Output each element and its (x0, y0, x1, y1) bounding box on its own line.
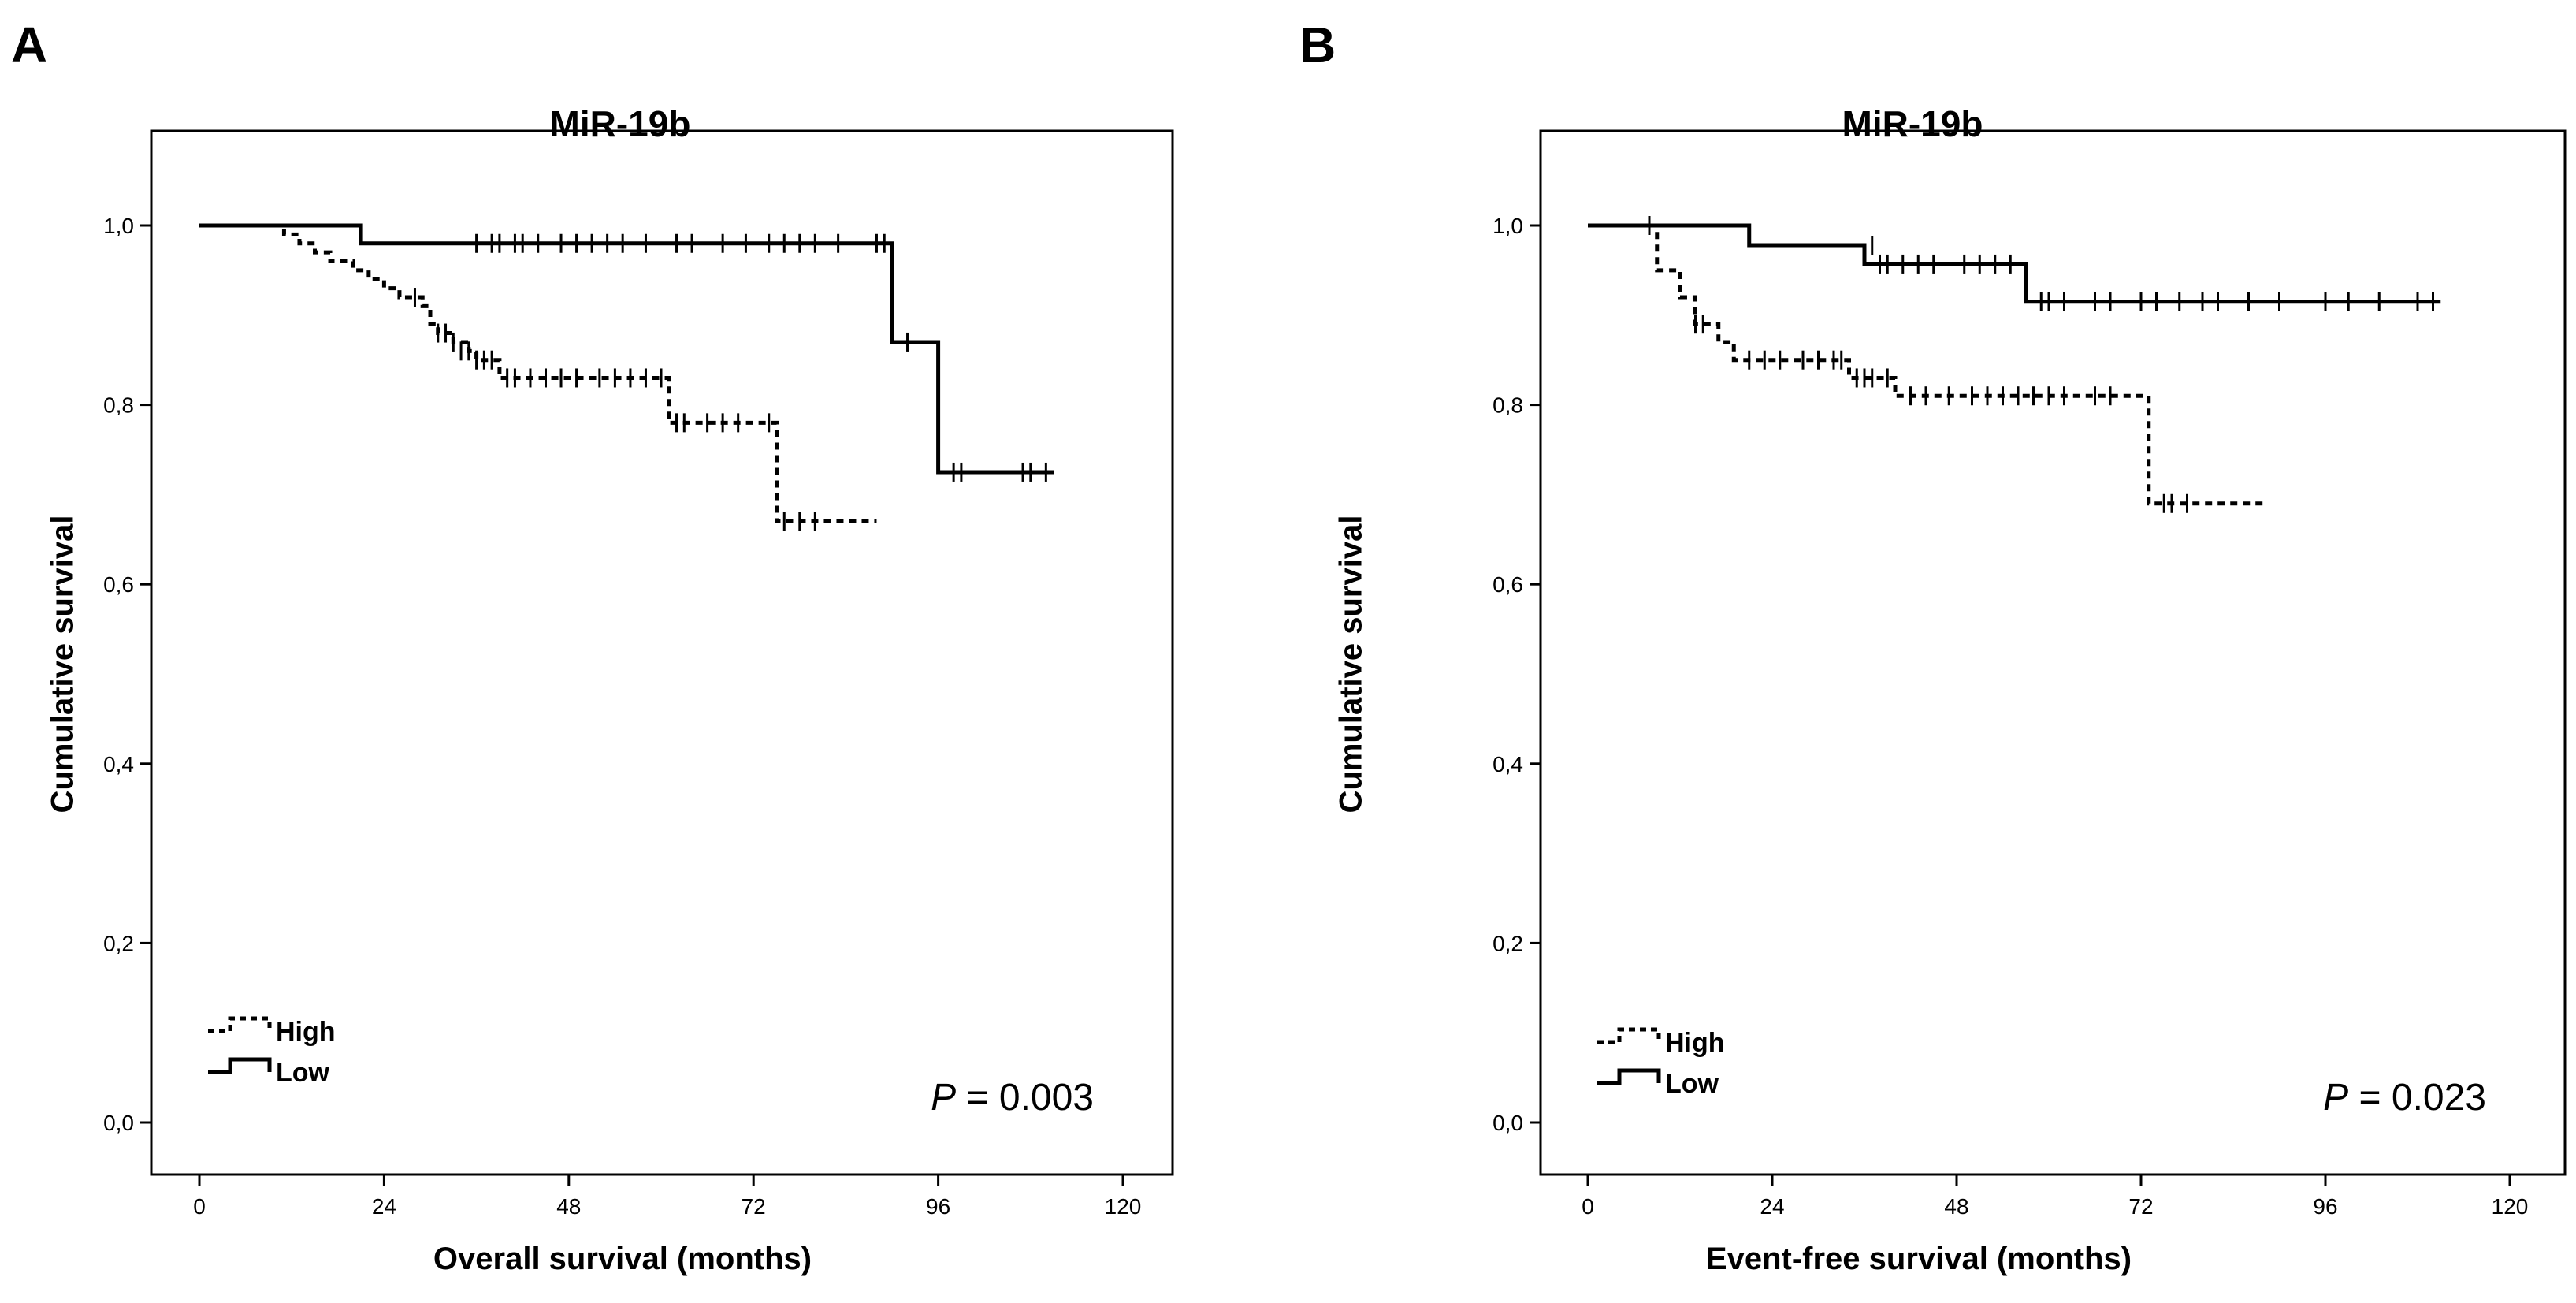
x-tick-label: 0 (193, 1194, 206, 1219)
y-tick-label: 0,2 (103, 931, 134, 955)
p-value-number: = 0.023 (2348, 1077, 2486, 1119)
series-line-high (1588, 223, 2264, 506)
p-value-annotation: P = 0.023 (2323, 1077, 2486, 1119)
x-tick-label: 72 (742, 1194, 766, 1219)
series-line-low (1588, 223, 2441, 304)
y-tick-label: 0,4 (103, 752, 134, 776)
x-tick-label: 96 (2313, 1194, 2337, 1219)
y-tick-label: 1,0 (1492, 214, 1523, 238)
plot-frame (1539, 129, 2567, 1176)
legend-label-low: Low (276, 1058, 330, 1088)
p-value-number: = 0.003 (956, 1077, 1094, 1119)
y-tick-label: 0,8 (103, 393, 134, 418)
survival-plot-b: 0 24 48 72 96 120 0,0 0,2 0,4 0,6 0,8 1,0 High Low P =… (1492, 129, 2567, 1219)
x-tick-label: 120 (1105, 1194, 1142, 1219)
legend-label-high: High (1665, 1028, 1725, 1058)
panel-letter: A (11, 17, 48, 73)
y-tick-label: 0,4 (1492, 752, 1523, 776)
y-tick-label: 0,0 (1492, 1111, 1523, 1135)
legend-label-low: Low (1665, 1069, 1719, 1099)
p-value-annotation: P = 0.003 (931, 1077, 1094, 1119)
legend-swatch-high (1597, 1027, 1661, 1044)
legend-label-high: High (276, 1017, 336, 1047)
series-line-low (199, 223, 1054, 475)
x-tick-label: 48 (556, 1194, 581, 1219)
y-tick-label: 1,0 (103, 214, 134, 238)
y-tick-label: 0,0 (103, 1111, 134, 1135)
x-tick-label: 96 (926, 1194, 950, 1219)
y-tick-label: 0,6 (1492, 572, 1523, 597)
x-tick-label: 120 (2492, 1194, 2529, 1219)
y-tick-label: 0,8 (1492, 393, 1523, 418)
x-tick-label: 24 (372, 1194, 396, 1219)
x-tick-label: 24 (1760, 1194, 1784, 1219)
legend-swatch-low (1597, 1068, 1661, 1085)
chart-title: MiR-19b (1842, 103, 1983, 144)
survival-plot-a: 0 24 48 72 96 120 0,0 0,2 0,4 0,6 0,8 1,0 High Low P =… (103, 129, 1174, 1219)
legend-swatch-low (208, 1057, 272, 1074)
series-line-high (199, 223, 877, 524)
x-axis-label: Event-free survival (months) (1705, 1242, 2132, 1276)
y-tick-label: 0,6 (103, 572, 134, 597)
panel-a: A MiR-19b Cumulative survival Overall su… (11, 17, 1174, 1276)
x-tick-label: 0 (1582, 1194, 1594, 1219)
chart-title: MiR-19b (549, 103, 691, 144)
plot-frame (150, 129, 1174, 1176)
p-value-label: P (2323, 1077, 2348, 1119)
x-tick-label: 48 (1944, 1194, 1968, 1219)
legend-swatch-high (208, 1016, 272, 1033)
x-tick-label: 72 (2128, 1194, 2153, 1219)
panel-letter: B (1299, 17, 1336, 73)
p-value-label: P (931, 1077, 956, 1119)
x-axis-label: Overall survival (months) (433, 1242, 812, 1276)
panel-b: B MiR-19b Cumulative survival Event-free… (1288, 0, 2576, 1303)
y-tick-label: 0,2 (1492, 931, 1523, 955)
